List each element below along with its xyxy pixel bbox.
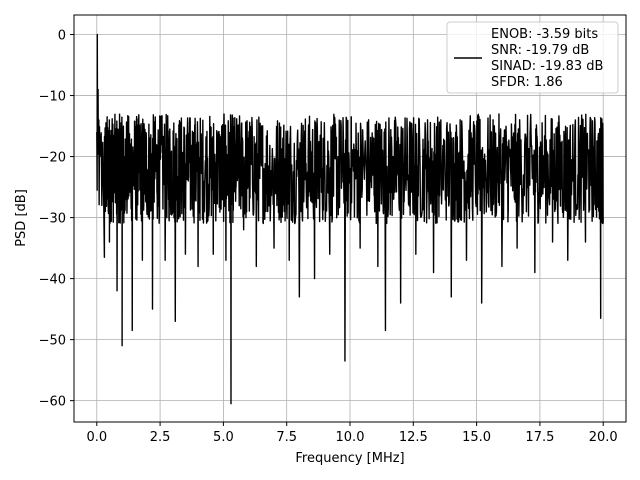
legend: ENOB: -3.59 bits SNR: -19.79 dB SINAD: -… [446, 21, 619, 94]
y-tick-label: −10 [39, 90, 66, 105]
y-tick-label: 0 [58, 29, 66, 44]
x-axis-label: Frequency [MHz] [295, 451, 404, 466]
legend-snr: SNR: -19.79 dB [491, 43, 589, 58]
x-tick-label: 10.0 [336, 430, 365, 445]
x-tick-label: 2.5 [150, 430, 171, 445]
x-tick-label: 17.5 [525, 430, 554, 445]
x-tick-label: 0.0 [86, 430, 107, 445]
legend-enob: ENOB: -3.59 bits [491, 27, 598, 42]
y-axis-ticks: 0 −10 −20 −30 −40 −50 −60 [39, 29, 74, 410]
x-tick-label: 20.0 [589, 430, 618, 445]
series-layer [96, 33, 604, 405]
legend-sinad: SINAD: -19.83 dB [491, 59, 603, 74]
y-tick-label: −50 [39, 334, 66, 349]
psd-series-line [96, 33, 604, 405]
legend-sfdr: SFDR: 1.86 [491, 75, 563, 90]
y-tick-label: −20 [39, 151, 66, 166]
x-tick-label: 15.0 [462, 430, 491, 445]
x-tick-label: 7.5 [276, 430, 297, 445]
y-axis-label: PSD [dB] [14, 189, 29, 247]
legend-box [446, 21, 619, 94]
y-tick-label: −30 [39, 212, 66, 227]
x-axis-ticks: 0.0 2.5 5.0 7.5 10.0 12.5 15.0 17.5 20.0 [86, 422, 618, 445]
y-tick-label: −40 [39, 273, 66, 288]
x-tick-label: 12.5 [399, 430, 428, 445]
y-tick-label: −60 [39, 395, 66, 410]
x-tick-label: 5.0 [213, 430, 234, 445]
